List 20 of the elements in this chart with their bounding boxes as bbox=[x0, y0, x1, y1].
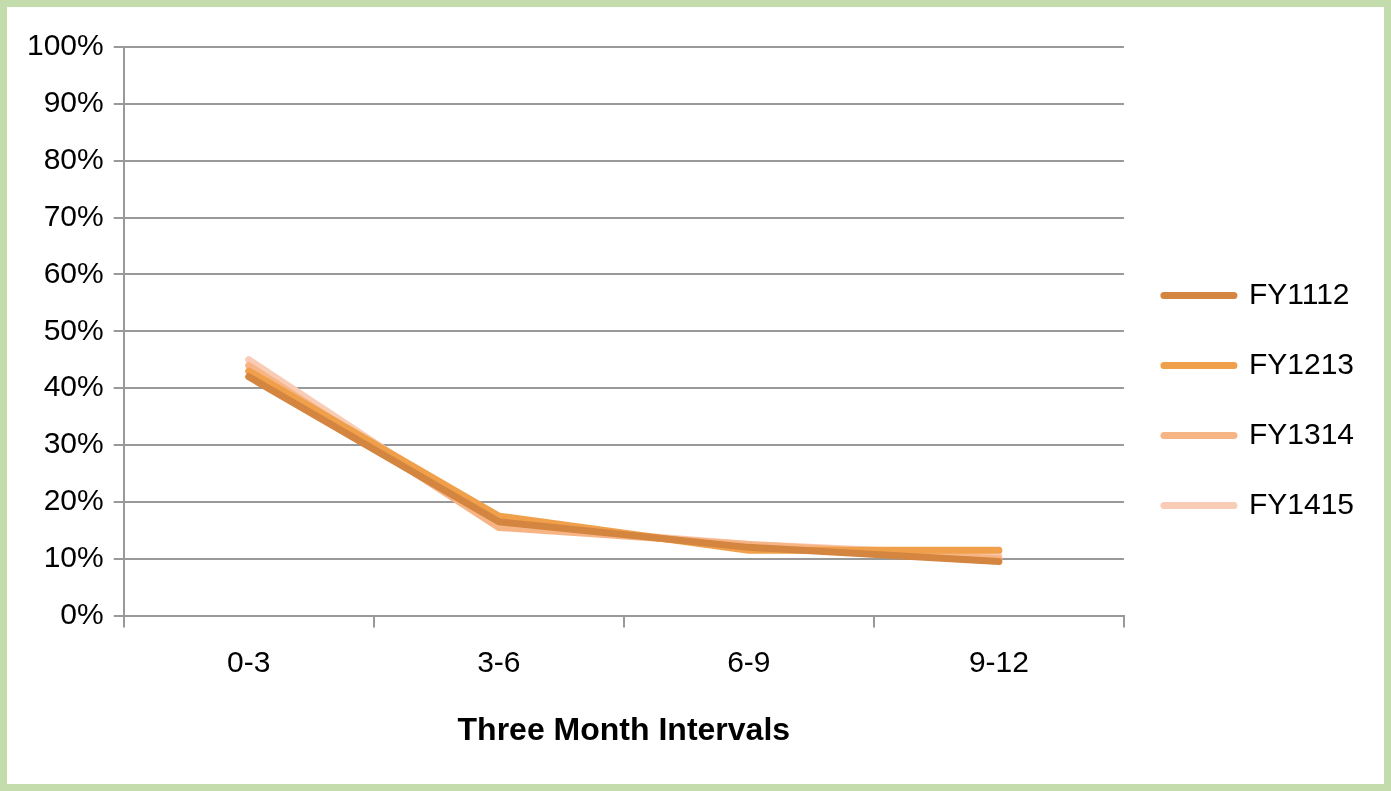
x-tick-label: 3-6 bbox=[477, 644, 521, 678]
legend-label: FY1415 bbox=[1248, 486, 1354, 520]
legend-label: FY1314 bbox=[1248, 416, 1354, 450]
y-tick-label: 80% bbox=[43, 141, 104, 175]
y-tick-label: 70% bbox=[43, 198, 104, 232]
y-tick-label: 30% bbox=[43, 426, 104, 460]
y-tick-label: 90% bbox=[43, 85, 104, 119]
legend-label: FY1213 bbox=[1248, 346, 1354, 380]
x-axis-title: Three Month Intervals bbox=[457, 710, 791, 747]
x-tick-label: 0-3 bbox=[227, 644, 271, 678]
y-tick-label: 100% bbox=[26, 28, 104, 62]
legend-label: FY1112 bbox=[1248, 276, 1350, 310]
y-tick-label: 40% bbox=[43, 369, 104, 403]
y-tick-label: 10% bbox=[43, 540, 104, 574]
y-tick-label: 50% bbox=[43, 312, 104, 346]
y-tick-label: 20% bbox=[43, 483, 104, 517]
y-tick-label: 60% bbox=[43, 255, 104, 289]
y-tick-label: 0% bbox=[60, 596, 104, 630]
x-tick-label: 9-12 bbox=[968, 644, 1029, 678]
x-tick-label: 6-9 bbox=[727, 644, 771, 678]
